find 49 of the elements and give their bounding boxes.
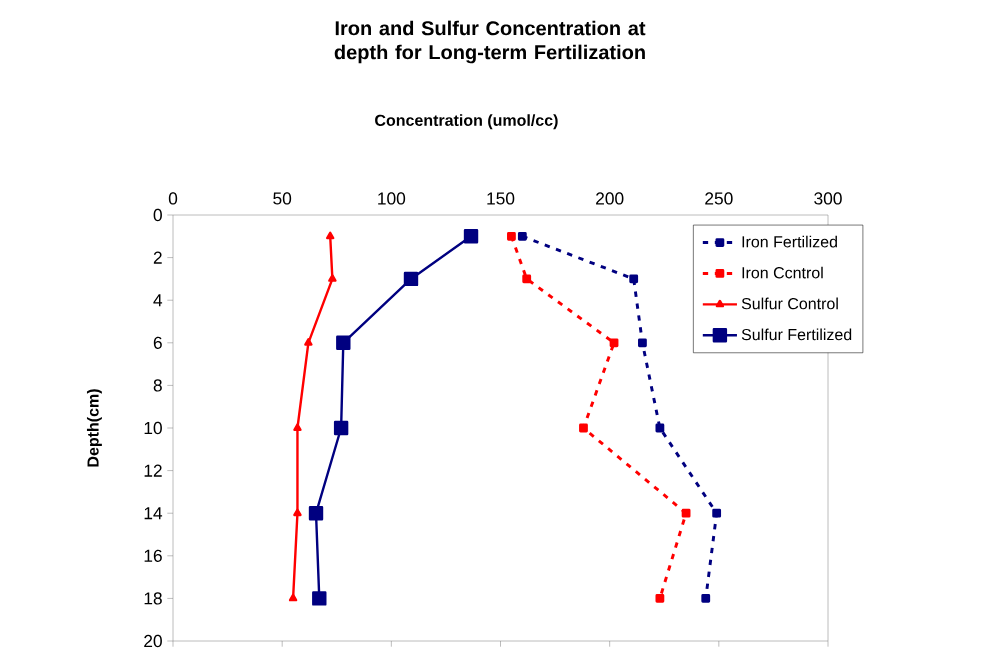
x-tick-label: 150	[487, 192, 515, 205]
x-tick-label: 100	[378, 192, 406, 205]
point	[522, 274, 532, 284]
x-tick-label: 250	[705, 192, 733, 205]
y-tick-label: 12	[144, 464, 162, 477]
x-tick-label: 50	[273, 192, 292, 205]
point	[655, 594, 665, 603]
point	[609, 338, 619, 348]
legend-label: Sulfur Fertilized	[741, 328, 852, 341]
point	[333, 420, 349, 436]
point	[308, 506, 324, 521]
point	[304, 338, 313, 346]
x-axis-title: Concentration (umol/cc)	[375, 114, 558, 130]
y-tick-label: 18	[144, 592, 162, 605]
point	[463, 229, 479, 244]
point	[712, 508, 722, 518]
legend-label: Sulfur Control	[741, 297, 838, 310]
point	[403, 271, 419, 287]
x-tick-label: 300	[814, 192, 842, 205]
y-tick-label: 6	[153, 336, 162, 349]
point	[629, 274, 639, 284]
point	[507, 231, 516, 241]
point	[312, 591, 327, 606]
point	[517, 231, 527, 241]
y-tick-label: 4	[153, 294, 163, 307]
point	[293, 423, 302, 431]
point	[326, 231, 335, 240]
legend-label: Iron Fertilized	[742, 235, 837, 248]
y-tick-label: 2	[153, 251, 162, 264]
x-tick-label: 200	[596, 192, 624, 205]
point	[701, 594, 711, 603]
legend-label: Iron Ccntrol	[742, 266, 823, 279]
point	[328, 274, 337, 282]
y-tick-label: 10	[144, 421, 162, 435]
chart-title: Iron and Sulfur Concentration at depth for Long-term Fertilization	[334, 20, 646, 64]
point	[579, 423, 588, 433]
y-tick-label: 20	[144, 634, 162, 648]
y-tick-label: 8	[153, 379, 162, 392]
point	[638, 338, 647, 348]
point	[336, 335, 351, 351]
point	[655, 423, 665, 433]
y-tick-label: 14	[144, 507, 163, 520]
y-axis-title: Depth(cm)	[86, 389, 102, 467]
y-tick-label: 16	[144, 549, 162, 562]
point	[681, 508, 691, 518]
y-tick-label: 0	[153, 208, 162, 222]
point	[288, 593, 298, 602]
x-tick-label: 0	[168, 192, 178, 205]
point	[293, 508, 302, 517]
